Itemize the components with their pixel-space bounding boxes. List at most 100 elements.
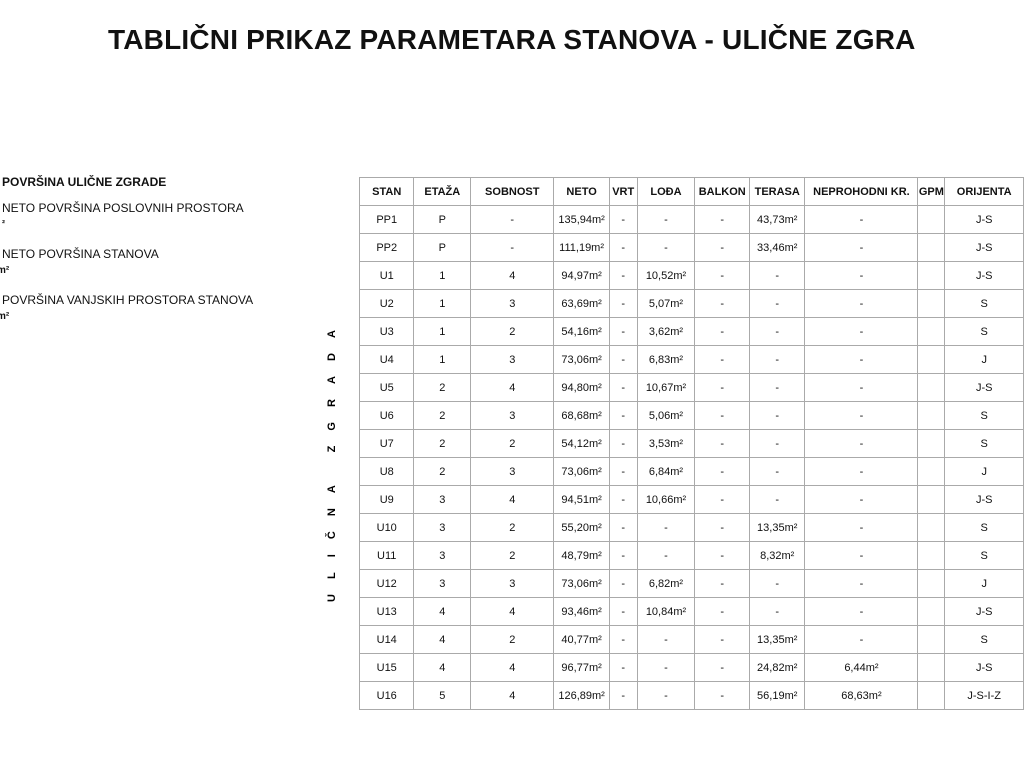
table-cell: -	[470, 233, 555, 262]
table-cell: -	[608, 681, 638, 710]
table-cell: 2	[470, 429, 555, 458]
table-cell: 43,73m²	[749, 205, 806, 234]
table-cell: 135,94m²	[553, 205, 610, 234]
table-cell: -	[804, 205, 919, 234]
table-cell: 94,97m²	[553, 261, 610, 290]
table-cell: -	[608, 205, 638, 234]
table-cell: -	[608, 541, 638, 570]
table-cell: -	[749, 345, 806, 374]
table-cell: -	[804, 289, 919, 318]
table-cell: -	[636, 205, 696, 234]
table-cell: 4	[470, 373, 555, 402]
table-cell: -	[694, 485, 751, 514]
table-cell: 73,06m²	[553, 345, 610, 374]
table-cell: 48,79m²	[553, 541, 610, 570]
table-cell: U7	[358, 429, 415, 458]
table-cell: 4	[470, 681, 555, 710]
table-row: U7 2 2 54,12m² -3,53m² - - - S	[358, 429, 1024, 458]
table-cell: PP1	[358, 205, 415, 234]
table-cell: J-S	[944, 653, 1024, 682]
table-cell: 13,35m²	[749, 513, 806, 542]
table-cell: -	[749, 373, 806, 402]
table-cell: -	[694, 317, 751, 346]
table-row: U4 1 3 73,06m² -6,83m² - - - J	[358, 345, 1024, 374]
table-cell: -	[608, 289, 638, 318]
table-cell: 4	[470, 653, 555, 682]
table-cell: J-S	[944, 205, 1024, 234]
table-cell	[917, 373, 946, 402]
table-cell	[917, 485, 946, 514]
table-cell	[917, 653, 946, 682]
table-cell: -	[608, 569, 638, 598]
table-cell: -	[608, 485, 638, 514]
note: POVRŠINA ULIČNE ZGRADE	[2, 175, 167, 189]
table-cell	[917, 597, 946, 626]
table-row: U11 3 2 48,79m² - - -8,32m² - S	[358, 541, 1024, 570]
header-cell: TERASA	[749, 177, 806, 206]
table-cell	[917, 261, 946, 290]
header-cell: ETAŽA	[413, 177, 472, 206]
table-cell: 4	[413, 653, 472, 682]
table-cell: U3	[358, 317, 415, 346]
table-cell: 126,89m²	[553, 681, 610, 710]
table-cell: -	[608, 317, 638, 346]
table-cell: U9	[358, 485, 415, 514]
table-cell: -	[694, 233, 751, 262]
table-cell	[917, 289, 946, 318]
table-cell: 10,84m²	[636, 597, 696, 626]
table-cell: S	[944, 625, 1024, 654]
header-row: STAN ETAŽA SOBNOST NETO VRT LOĐA BALKON TERASA N…	[358, 177, 1024, 206]
table-cell: U13	[358, 597, 415, 626]
table-cell: -	[804, 261, 919, 290]
table-cell: 8,32m²	[749, 541, 806, 570]
table-cell: 6,84m²	[636, 457, 696, 486]
table-cell: -	[694, 345, 751, 374]
table-cell: 3,53m²	[636, 429, 696, 458]
table-cell: P	[413, 233, 472, 262]
table-cell: -	[694, 569, 751, 598]
table-cell: J	[944, 457, 1024, 486]
table-cell: U6	[358, 401, 415, 430]
table-cell: 3	[470, 401, 555, 430]
table-cell: -	[636, 681, 696, 710]
title: TABLIČNI PRIKAZ PARAMETARA STANOVA - ULI…	[108, 24, 916, 55]
table-cell: 4	[470, 597, 555, 626]
table-row: U13 4 4 93,46m² -10,84m² - - - J-S	[358, 597, 1024, 626]
table-cell: 93,46m²	[553, 597, 610, 626]
table-cell: -	[608, 457, 638, 486]
table-row: U2 1 3 63,69m² -5,07m² - - - S	[358, 289, 1024, 318]
table-cell: -	[804, 429, 919, 458]
side-label-box: ULIČNA ZGRADA	[325, 330, 338, 602]
table-row: U5 2 4 94,80m² -10,67m² - - - J-S	[358, 373, 1024, 402]
table-cell: 33,46m²	[749, 233, 806, 262]
table-cell: 94,80m²	[553, 373, 610, 402]
table-cell: -	[608, 513, 638, 542]
table-cell: PP2	[358, 233, 415, 262]
table-row: U3 1 2 54,16m² -3,62m² - - - S	[358, 317, 1024, 346]
table-cell: -	[694, 653, 751, 682]
table-row: U15 4 4 96,77m² - - -24,82m² 6,44m² J-S	[358, 653, 1024, 682]
table-cell: -	[608, 653, 638, 682]
table-cell: -	[694, 289, 751, 318]
table-cell: -	[804, 597, 919, 626]
table-cell: 24,82m²	[749, 653, 806, 682]
table-body: PP1 P -135,94m² - - -43,73m² - J-S PP2 P -111,19m²…	[358, 205, 1024, 710]
table-cell: -	[608, 233, 638, 262]
table-cell: -	[694, 373, 751, 402]
table-cell: J-S-I-Z	[944, 681, 1024, 710]
table-cell: -	[694, 401, 751, 430]
table-cell: 56,19m²	[749, 681, 806, 710]
header-cell: SOBNOST	[470, 177, 555, 206]
table-cell: 1	[413, 289, 472, 318]
table-cell	[917, 317, 946, 346]
table-cell: -	[694, 625, 751, 654]
table-cell: -	[804, 541, 919, 570]
table-row: PP1 P -135,94m² - - -43,73m² - J-S	[358, 205, 1024, 234]
table-cell: -	[749, 429, 806, 458]
table-cell: 73,06m²	[553, 457, 610, 486]
header-cell: ORIJENTA	[944, 177, 1024, 206]
note: ²	[2, 218, 5, 228]
table-cell: 40,77m²	[553, 625, 610, 654]
table-cell: 1	[413, 317, 472, 346]
note: NETO POVRŠINA STANOVA	[2, 247, 159, 261]
